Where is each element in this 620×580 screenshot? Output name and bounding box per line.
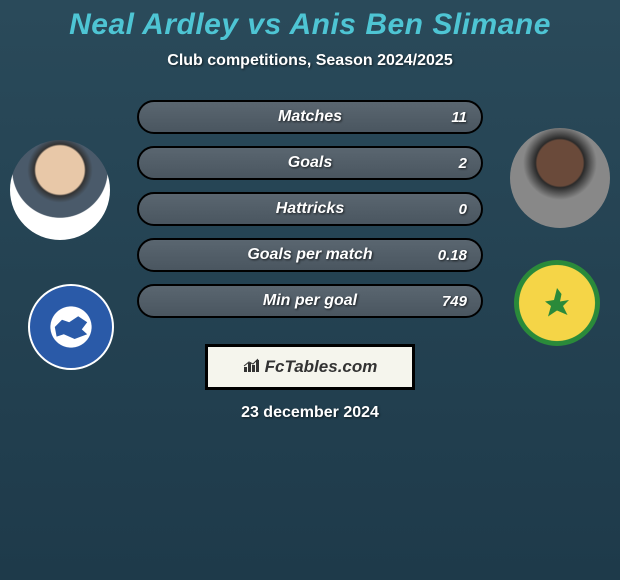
date-label: 23 december 2024 — [0, 404, 620, 422]
stat-value: 0 — [459, 201, 467, 218]
stat-label: Min per goal — [263, 292, 357, 310]
brand-box[interactable]: FcTables.com — [205, 344, 415, 390]
stat-value: 0.18 — [438, 247, 467, 264]
stat-label: Matches — [278, 108, 342, 126]
stat-row-goals: Goals 2 — [137, 146, 483, 180]
stat-label: Goals per match — [247, 246, 372, 264]
stat-row-hattricks: Hattricks 0 — [137, 192, 483, 226]
player-right-avatar — [510, 128, 610, 228]
stat-label: Goals — [288, 154, 332, 172]
stat-row-min-per-goal: Min per goal 749 — [137, 284, 483, 318]
stat-row-matches: Matches 11 — [137, 100, 483, 134]
stat-value: 11 — [451, 109, 467, 126]
player-left-avatar — [10, 140, 110, 240]
comparison-title: Neal Ardley vs Anis Ben Slimane — [0, 8, 620, 42]
stat-row-goals-per-match: Goals per match 0.18 — [137, 238, 483, 272]
club-right-badge — [514, 260, 600, 346]
stat-value: 2 — [459, 155, 467, 172]
stat-rows: Matches 11 Goals 2 Hattricks 0 Goals per… — [137, 100, 483, 318]
stat-label: Hattricks — [276, 200, 344, 218]
brand-label: FcTables.com — [265, 357, 378, 377]
stat-value: 749 — [442, 293, 467, 310]
club-left-badge — [28, 284, 114, 370]
subtitle: Club competitions, Season 2024/2025 — [0, 52, 620, 70]
chart-icon — [243, 357, 261, 378]
